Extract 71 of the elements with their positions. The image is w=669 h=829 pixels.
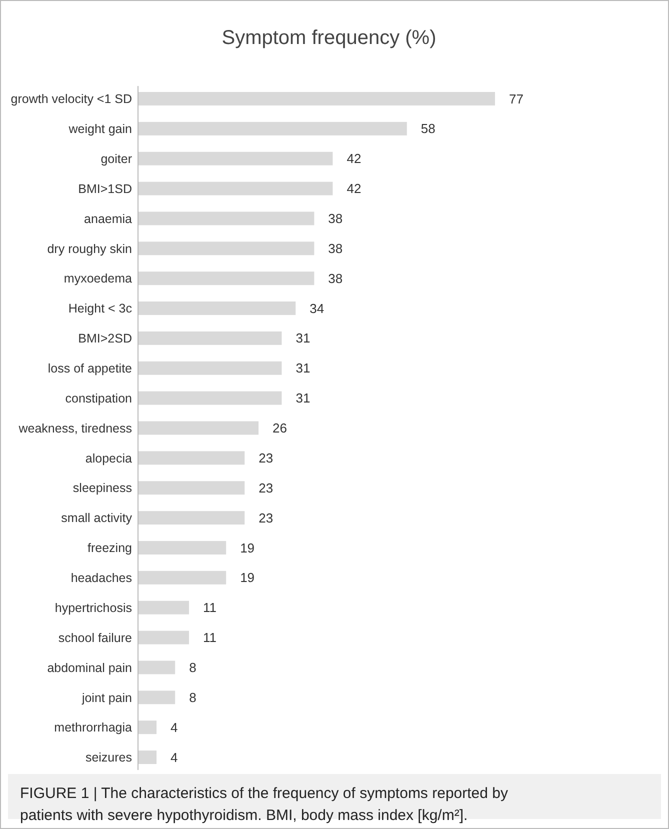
data-label: 23	[258, 450, 274, 466]
data-label: 34	[310, 300, 324, 316]
y-tick-label: goiter	[100, 152, 132, 166]
data-label: 77	[509, 91, 524, 106]
bar	[138, 212, 314, 226]
y-tick-label: freezing	[88, 541, 132, 556]
y-tick-label: constipation	[65, 391, 132, 406]
bar	[138, 660, 176, 674]
bar	[138, 331, 282, 345]
bar	[138, 391, 282, 405]
data-label: 8	[189, 690, 196, 705]
data-label: 11	[203, 630, 216, 646]
data-label: 31	[296, 360, 310, 376]
y-tick-label: myxoedema	[64, 272, 132, 286]
data-label: 19	[240, 540, 255, 556]
data-label: 4	[170, 720, 178, 735]
data-label: 58	[420, 121, 436, 136]
data-label: 19	[240, 570, 255, 586]
bar	[138, 451, 245, 465]
data-label: 23	[258, 510, 274, 526]
bar	[138, 541, 226, 554]
bar	[138, 92, 495, 106]
y-tick-label: small activity	[61, 511, 133, 526]
data-label: 11	[203, 600, 216, 616]
data-label: 38	[328, 240, 343, 256]
y-tick-label: methrorrhagia	[54, 720, 132, 735]
bar	[138, 302, 296, 315]
data-label: 23	[258, 480, 274, 496]
bar	[138, 272, 314, 286]
data-label: 42	[346, 181, 362, 196]
y-tick-label: headaches	[70, 571, 132, 586]
y-tick-label: seizures	[85, 750, 132, 765]
bar	[138, 570, 226, 584]
caption: FIGURE 1 | The characteristics of the frequency of symptoms reported by patients with severe hypothyroidism. BMI, body mass index [kg/m²].	[20, 785, 508, 824]
bar	[138, 152, 333, 166]
bar	[138, 182, 333, 196]
data-label: 26	[272, 420, 288, 436]
bar	[138, 750, 157, 764]
chart-title: Symptom frequency (%)	[222, 27, 436, 49]
bar	[138, 122, 407, 136]
y-tick-label: weight gain	[68, 122, 132, 136]
y-tick-label: school failure	[58, 630, 132, 645]
bar	[138, 481, 245, 495]
y-tick-label: weakness, tiredness	[18, 421, 132, 436]
y-tick-label: BMI>2SD	[78, 332, 132, 346]
data-label: 8	[189, 660, 196, 676]
y-tick-label: anaemia	[84, 212, 132, 226]
data-label: 31	[296, 390, 310, 406]
bar	[138, 720, 157, 734]
bar	[138, 511, 245, 525]
y-tick-label: abdominal pain	[47, 660, 132, 675]
bar	[138, 242, 314, 256]
y-tick-label: BMI>1SD	[78, 182, 132, 196]
bar	[138, 361, 282, 375]
data-label: 42	[346, 151, 362, 166]
y-tick-label: growth velocity <1 SD	[10, 92, 132, 106]
y-tick-label: loss of appetite	[48, 362, 132, 376]
data-label: 38	[328, 270, 343, 286]
data-label: 31	[296, 330, 310, 346]
data-label: 4	[170, 750, 178, 765]
bar	[138, 690, 176, 704]
y-tick-label: dry roughy skin	[47, 242, 132, 256]
y-tick-label: joint pain	[80, 690, 132, 705]
y-tick-label: hypertrichosis	[54, 600, 132, 615]
y-tick-label: Height < 3c	[68, 302, 132, 316]
data-label: 38	[328, 211, 343, 226]
y-tick-label: alopecia	[85, 451, 132, 466]
bar	[138, 600, 189, 614]
y-tick-label: sleepiness	[72, 481, 132, 496]
bar	[138, 630, 189, 644]
bar	[138, 421, 259, 435]
